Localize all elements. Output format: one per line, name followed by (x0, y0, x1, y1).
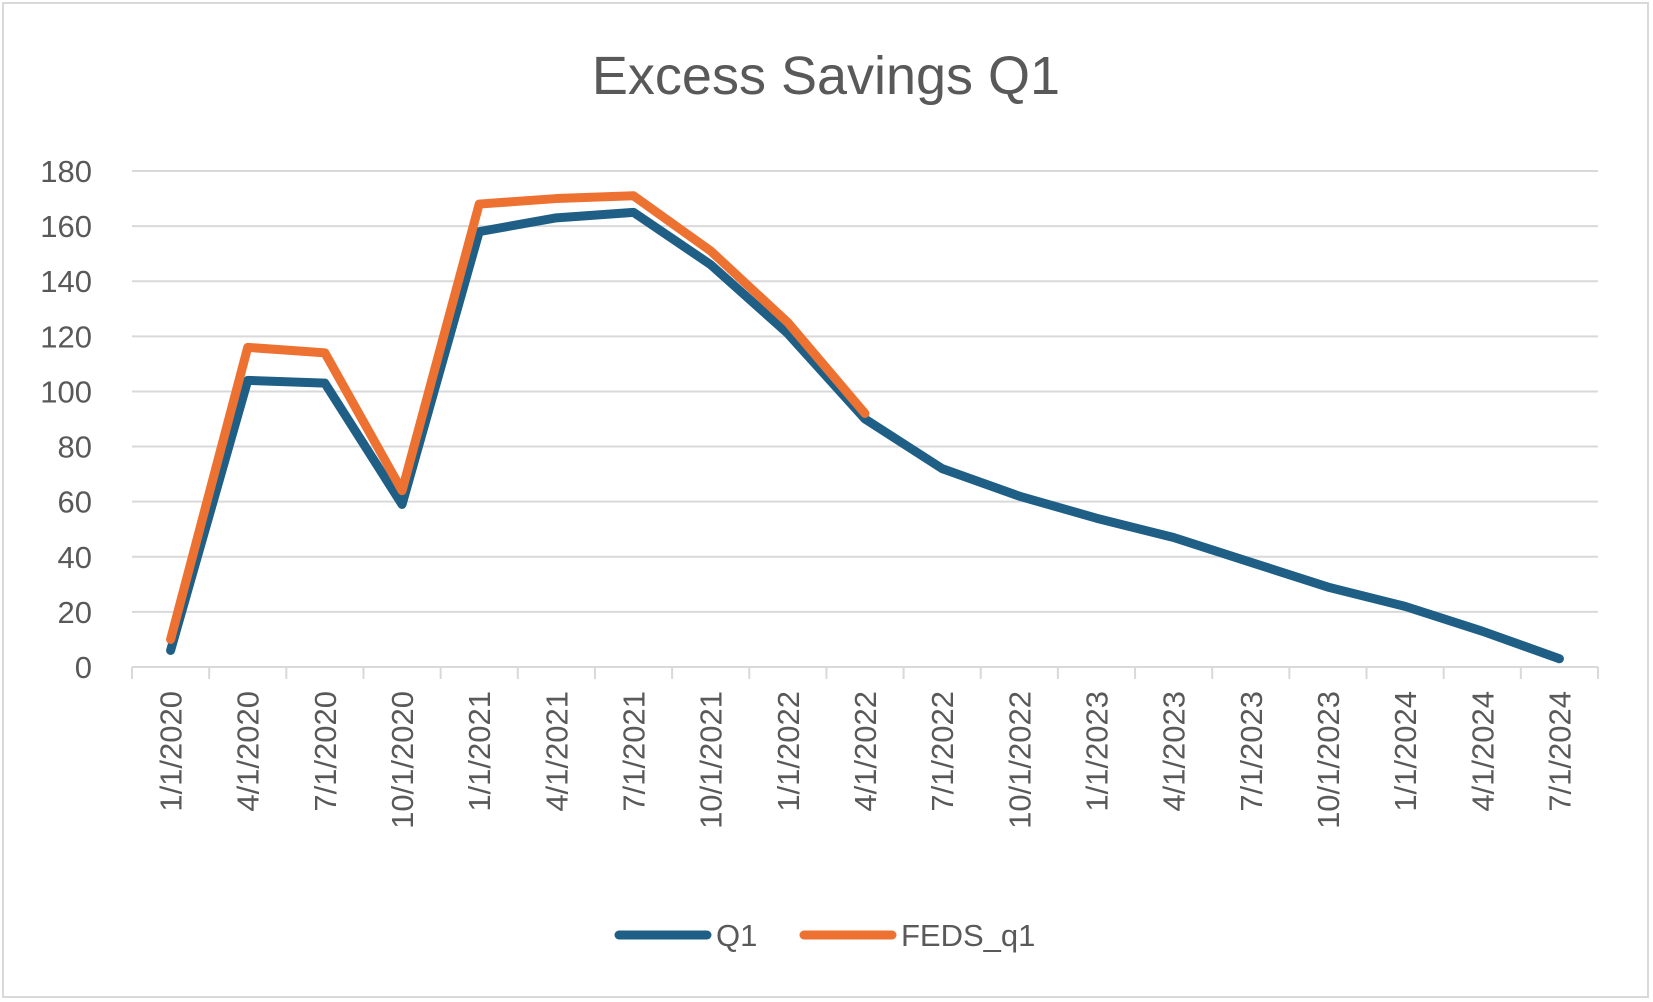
chart-title: Excess Savings Q1 (592, 46, 1060, 106)
y-tick-label: 60 (58, 485, 92, 520)
legend: Q1 FEDS_q1 (614, 918, 1035, 953)
series-line-feds-q1 (166, 191, 870, 644)
y-tick-label: 20 (58, 595, 92, 630)
x-tick-label: 10/1/2021 (694, 691, 729, 829)
x-tick-label: 1/1/2020 (154, 691, 189, 812)
x-tick-label: 7/1/2024 (1542, 691, 1577, 812)
x-tick-label: 1/1/2024 (1388, 691, 1423, 812)
x-tick-label: 1/1/2023 (1079, 691, 1114, 812)
x-tick-label: 4/1/2020 (231, 691, 266, 812)
x-tick-label: 10/1/2020 (385, 691, 420, 829)
y-tick-label: 100 (40, 374, 92, 409)
x-tick-label: 10/1/2022 (1002, 691, 1037, 829)
series-line-q1 (166, 207, 1564, 664)
x-tick-label: 7/1/2020 (308, 691, 343, 812)
y-tick-label: 0 (75, 650, 92, 685)
x-tick-label: 7/1/2021 (617, 691, 652, 812)
x-tick-label: 4/1/2021 (539, 691, 574, 812)
x-tick-label: 10/1/2023 (1311, 691, 1346, 829)
gridlines (132, 170, 1598, 668)
series-lines (166, 191, 1564, 664)
x-tick-label: 7/1/2023 (1234, 691, 1269, 812)
x-tick-label: 4/1/2022 (848, 691, 883, 812)
y-tick-label: 160 (40, 209, 92, 244)
y-tick-label: 140 (40, 264, 92, 299)
x-tick-label: 1/1/2021 (462, 691, 497, 812)
y-tick-label: 180 (40, 154, 92, 189)
x-tick-label: 7/1/2022 (925, 691, 960, 812)
y-tick-label: 40 (58, 540, 92, 575)
y-axis-ticks: 0 20 40 60 80 100 120 140 160 180 (40, 154, 92, 685)
x-axis-ticks: 1/1/2020 4/1/2020 7/1/2020 10/1/2020 1/1/202… (131, 667, 1599, 829)
legend-label: Q1 (716, 918, 757, 953)
x-tick-label: 4/1/2024 (1465, 691, 1500, 812)
x-tick-label: 4/1/2023 (1157, 691, 1192, 812)
x-tick-label: 1/1/2022 (771, 691, 806, 812)
y-tick-label: 80 (58, 430, 92, 465)
legend-label: FEDS_q1 (901, 918, 1035, 953)
y-tick-label: 120 (40, 319, 92, 354)
